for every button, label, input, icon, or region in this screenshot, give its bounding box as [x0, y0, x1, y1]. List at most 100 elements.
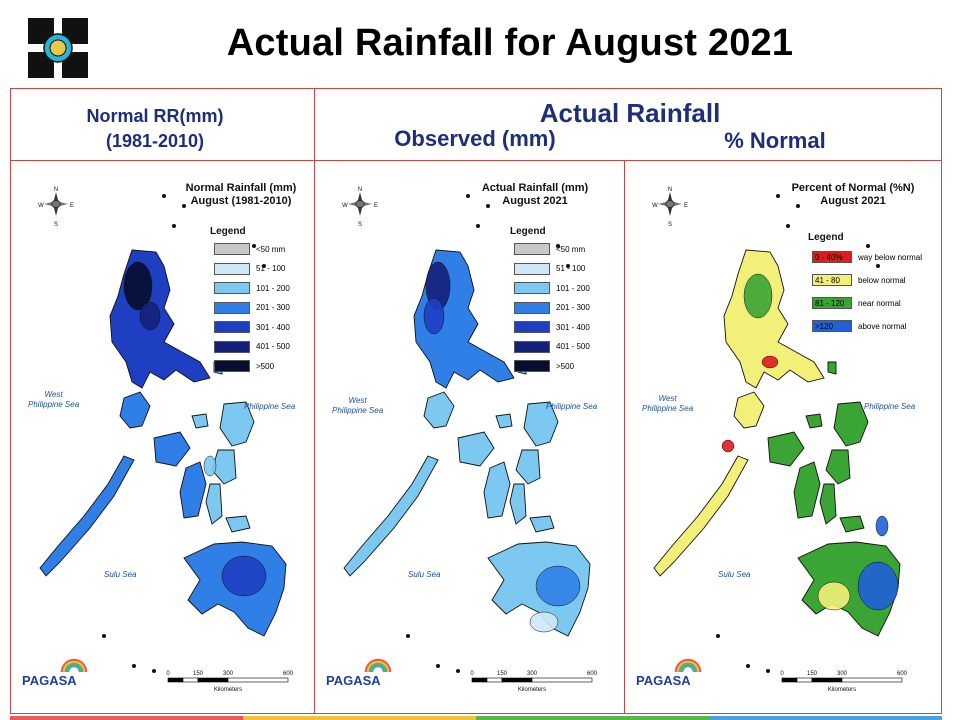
- scale-segment: [811, 677, 843, 683]
- color-strip-blue: [709, 716, 942, 720]
- compass-label-n: N: [54, 187, 58, 193]
- map-svg: [39, 194, 287, 673]
- color-strip-red: [10, 716, 243, 720]
- region-shade: [139, 301, 161, 331]
- normal-header: Normal RR(mm) (1981-2010): [40, 104, 270, 154]
- islet: [486, 204, 490, 208]
- normal-label: Normal RR(mm): [86, 106, 224, 126]
- compass-label-s: S: [54, 222, 58, 228]
- legend-item: 301 - 400: [214, 320, 290, 334]
- map-svg: [343, 194, 591, 673]
- island-samar: [219, 401, 255, 447]
- panel-title-line1: Actual Rainfall (mm): [481, 182, 589, 194]
- sea-label-east: Philippine Sea: [864, 402, 916, 411]
- compass-rose-icon: N S E W: [652, 187, 688, 228]
- islet: [182, 204, 186, 208]
- panel-title: Actual Rainfall (mm) August 2021: [470, 182, 600, 208]
- region-shade: [123, 261, 153, 311]
- islet: [766, 669, 770, 673]
- pagasa-logo: PAGASA: [22, 658, 88, 688]
- percent-normal-header: % Normal: [724, 128, 826, 153]
- legend-label: 401 - 500: [556, 342, 590, 351]
- island-negros: [483, 461, 511, 519]
- legend-swatch: 41 - 80: [812, 274, 852, 286]
- compass-rose-icon: N S E W: [342, 187, 378, 228]
- divider-panels: [624, 160, 625, 714]
- percent-normal-map: Percent of Normal (%N) August 2021 Legend 0…: [628, 166, 938, 694]
- legend-label: 101 - 200: [256, 283, 290, 293]
- island-panay: [153, 431, 191, 467]
- compass-label-s: S: [358, 222, 362, 228]
- island-cebu: [205, 483, 223, 525]
- legend-item: <50 mm: [514, 242, 585, 256]
- legend-label: below normal: [858, 275, 906, 285]
- region-shade: [761, 355, 779, 369]
- compass-label-w: W: [38, 203, 44, 209]
- sea-label-west: West Philippine Sea: [642, 394, 694, 413]
- compass-label-n: N: [668, 187, 672, 193]
- islet: [796, 204, 800, 208]
- scale-segment: [486, 677, 503, 683]
- islet: [456, 669, 460, 673]
- dost-logo: [24, 14, 92, 82]
- islet: [172, 224, 176, 228]
- island-panay: [457, 431, 495, 467]
- region-shade: [817, 581, 851, 611]
- compass-rose-icon: N S E W: [38, 187, 74, 228]
- island-samar: [523, 401, 559, 447]
- legend-swatch: 0 - 40%: [812, 251, 852, 263]
- divider-header: [314, 88, 315, 714]
- region-shade: [423, 297, 445, 335]
- legend-item: 81 - 120 near normal: [812, 296, 901, 310]
- legend-swatch: [514, 282, 550, 294]
- panel-title-line2: August 2021: [502, 195, 568, 207]
- legend-swatch: [214, 360, 250, 372]
- map-frame: [10, 88, 942, 714]
- sea-label-east: Philippine Sea: [546, 402, 598, 411]
- island-palawan: [653, 455, 749, 577]
- sea-label-south: Sulu Sea: [408, 570, 441, 579]
- sea-label-east: Philippine Sea: [244, 402, 296, 411]
- island-cebu: [509, 483, 527, 525]
- island-mindoro: [119, 391, 151, 429]
- legend-swatch: [214, 243, 250, 255]
- legend-item: 0 - 40% way below normal: [812, 250, 922, 264]
- legend-label: <50 mm: [556, 244, 586, 254]
- normal-rainfall-map: Normal Rainfall (mm) August (1981-2010) Le…: [14, 166, 312, 694]
- legend-label: above normal: [858, 321, 907, 331]
- scale-segment: [182, 677, 199, 683]
- islet: [252, 244, 256, 248]
- panel-title: Normal Rainfall (mm) August (1981-2010): [176, 182, 306, 208]
- legend-swatch: [514, 321, 550, 333]
- compass-label-e: E: [684, 203, 688, 209]
- legend-swatch: [514, 360, 550, 372]
- scale-segment: [227, 677, 289, 683]
- legend-label: 51 - 100: [256, 264, 286, 273]
- islet: [556, 244, 560, 248]
- islet: [566, 264, 570, 268]
- island-palawan: [343, 455, 439, 577]
- island-palawan: [39, 455, 135, 577]
- region-shade: [203, 455, 217, 477]
- region-shade: [529, 611, 559, 633]
- legend-item: 101 - 200: [214, 281, 290, 295]
- scale-tick-label: 0: [780, 671, 784, 677]
- color-strip-yellow: [243, 716, 476, 720]
- legend-item: 401 - 500: [214, 340, 290, 354]
- scale-bar: 0 150 300 600 Kilometers: [470, 671, 597, 693]
- scale-tick-label: 150: [497, 671, 508, 677]
- compass-label-e: E: [70, 203, 74, 209]
- scale-segment: [796, 677, 813, 683]
- compass-label-w: W: [342, 203, 348, 209]
- scale-unit: Kilometers: [518, 687, 546, 693]
- islet: [746, 664, 750, 668]
- legend-label: 101 - 200: [556, 283, 590, 293]
- region-shade: [875, 515, 889, 537]
- divider-horizontal: [10, 160, 942, 161]
- region-shade: [221, 555, 267, 597]
- island-negros: [179, 461, 207, 519]
- legend-item: 51 - 100: [214, 262, 285, 276]
- sea-label-west: West Philippine Sea: [28, 390, 80, 409]
- region-shade: [721, 439, 735, 453]
- island-bohol: [225, 515, 251, 533]
